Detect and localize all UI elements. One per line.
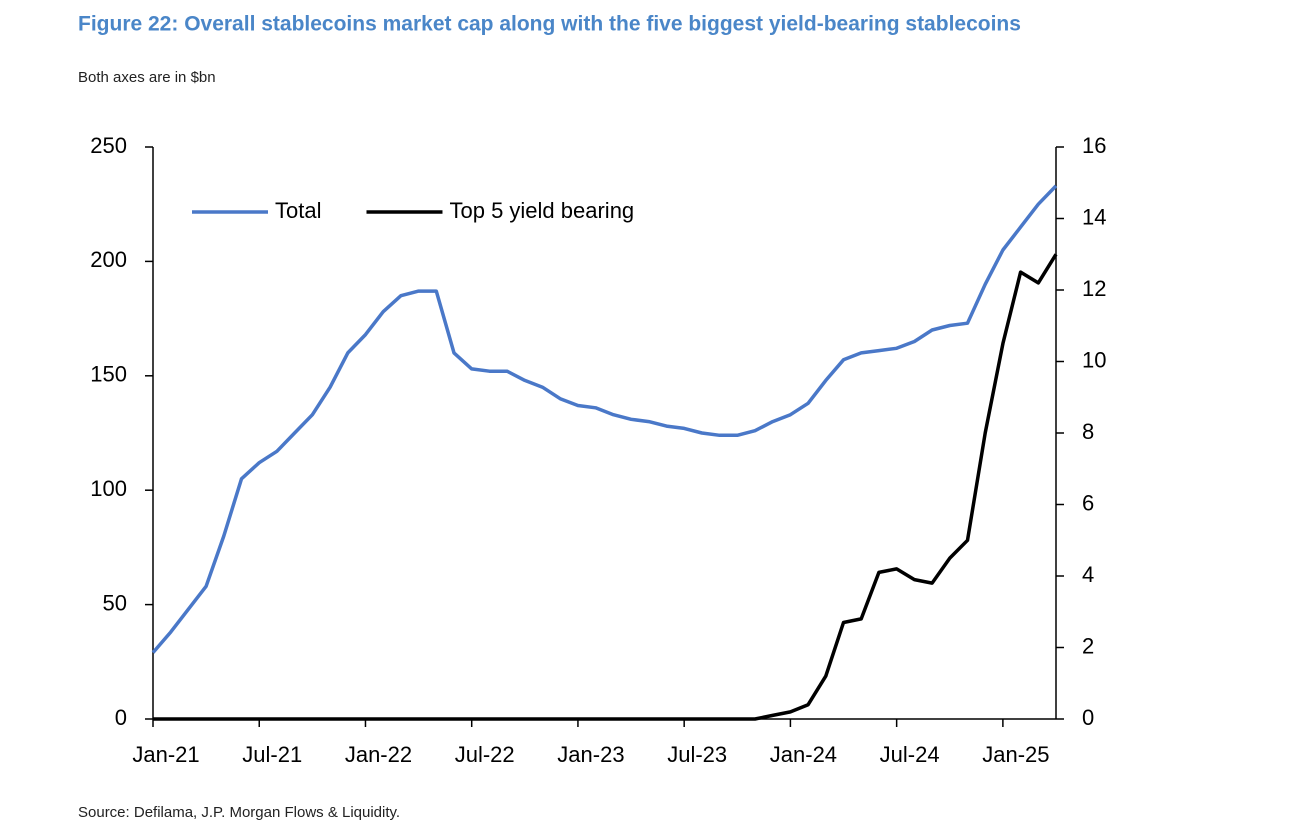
y2-tick-label: 2 bbox=[1082, 633, 1094, 658]
y-tick-label: 250 bbox=[90, 133, 127, 158]
x-tick-label: Jan-21 bbox=[132, 742, 199, 767]
y2-tick-label: 4 bbox=[1082, 562, 1094, 587]
x-tick-label: Jul-23 bbox=[667, 742, 727, 767]
chart-title: Figure 22: Overall stablecoins market ca… bbox=[78, 13, 1021, 36]
y-tick-label: 100 bbox=[90, 476, 127, 501]
x-tick-label: Jan-24 bbox=[770, 742, 837, 767]
y-tick-label: 50 bbox=[103, 590, 127, 615]
x-tick-label: Jul-21 bbox=[242, 742, 302, 767]
chart-subtitle: Both axes are in $bn bbox=[78, 69, 216, 86]
y2-tick-label: 10 bbox=[1082, 347, 1106, 372]
x-tick-label: Jul-22 bbox=[455, 742, 515, 767]
y-tick-label: 150 bbox=[90, 362, 127, 387]
series-line bbox=[153, 253, 1058, 721]
source-note: Source: Defilama, J.P. Morgan Flows & Li… bbox=[78, 804, 400, 821]
y2-tick-label: 6 bbox=[1082, 490, 1094, 515]
y2-tick-label: 0 bbox=[1082, 705, 1094, 730]
x-tick-label: Jul-24 bbox=[880, 742, 940, 767]
x-tick-label: Jan-25 bbox=[982, 742, 1049, 767]
legend-label: Total bbox=[275, 198, 321, 223]
x-tick-label: Jan-22 bbox=[345, 742, 412, 767]
y2-tick-label: 14 bbox=[1082, 204, 1106, 229]
x-tick-label: Jan-23 bbox=[557, 742, 624, 767]
series-line bbox=[151, 184, 1058, 654]
y2-tick-label: 8 bbox=[1082, 419, 1094, 444]
y-tick-label: 0 bbox=[115, 705, 127, 730]
y-tick-label: 200 bbox=[90, 247, 127, 272]
y2-tick-label: 12 bbox=[1082, 276, 1106, 301]
legend-label: Top 5 yield bearing bbox=[449, 198, 634, 223]
y2-tick-label: 16 bbox=[1082, 133, 1106, 158]
